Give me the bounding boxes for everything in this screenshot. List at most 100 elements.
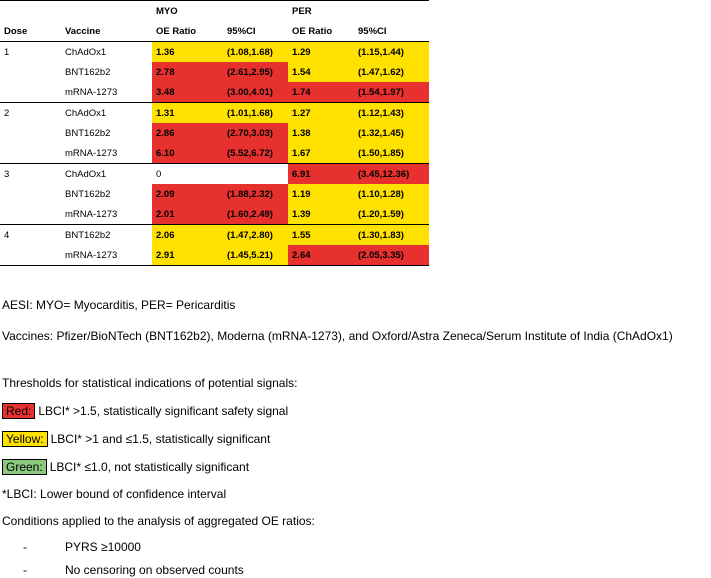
red-swatch: Red: <box>2 403 36 419</box>
table-row: 3 ChAdOx1 0 6.91 (3.45,12.36) <box>0 163 430 184</box>
table-row: BNT162b2 2.86 (2.70,3.03) 1.38 (1.32,1.45) <box>0 123 430 143</box>
dose-cell <box>0 82 61 103</box>
condition-text: PYRS ≥10000 <box>65 540 141 554</box>
table-row: mRNA-1273 3.48 (3.00,4.01) 1.74 (1.54,1.97) <box>0 82 430 103</box>
condition-text: No censoring on observed counts <box>65 563 244 577</box>
per-ci-cell: (1.12,1.43) <box>354 102 430 123</box>
table-row: BNT162b2 2.78 (2.61,2.95) 1.54 (1.47,1.62) <box>0 62 430 82</box>
column-header-row: Dose Vaccine OE Ratio 95%CI OE Ratio 95%… <box>0 21 430 42</box>
table-row: 2 ChAdOx1 1.31 (1.01,1.68) 1.27 (1.12,1.43) <box>0 102 430 123</box>
per-ci-cell: (1.50,1.85) <box>354 143 430 164</box>
table-row: mRNA-1273 2.91 (1.45,5.21) 2.64 (2.05,3.35) <box>0 245 430 266</box>
per-oe-cell: 1.19 <box>288 184 355 204</box>
myo-ci-cell: (2.61,2.95) <box>223 62 289 82</box>
per-ci-header: 95%CI <box>354 21 430 42</box>
per-oe-cell: 1.38 <box>288 123 355 143</box>
myo-oe-cell: 2.09 <box>152 184 223 204</box>
per-ci-cell: (1.20,1.59) <box>354 204 430 225</box>
dose-cell <box>0 123 61 143</box>
per-oe-cell: 2.64 <box>288 245 355 266</box>
myo-ci-cell: (1.08,1.68) <box>223 41 289 62</box>
dose-cell: 4 <box>0 224 61 245</box>
per-oe-cell: 1.74 <box>288 82 355 103</box>
per-oe-cell: 6.91 <box>288 163 355 184</box>
myo-oe-cell: 2.06 <box>152 224 223 245</box>
myo-oe-cell: 1.36 <box>152 41 223 62</box>
table-row: 1 ChAdOx1 1.36 (1.08,1.68) 1.29 (1.15,1.44) <box>0 41 430 62</box>
myo-oe-cell: 2.78 <box>152 62 223 82</box>
legend-red: Red: LBCI* >1.5, statistically significan… <box>2 403 288 419</box>
myo-oe-cell: 2.86 <box>152 123 223 143</box>
vaccines-note: Vaccines: Pfizer/BioNTech (BNT162b2), Mo… <box>2 329 673 343</box>
oe-ratio-table: MYO PER Dose Vaccine OE Ratio 95%CI OE R… <box>0 0 430 266</box>
legend-yellow: Yellow: LBCI* >1 and ≤1.5, statistically … <box>2 431 270 447</box>
per-ci-cell: (3.45,12.36) <box>354 163 430 184</box>
dose-cell: 2 <box>0 102 61 123</box>
vaccine-cell: ChAdOx1 <box>61 102 152 123</box>
aesi-note: AESI: MYO= Myocarditis, PER= Pericarditi… <box>2 298 236 312</box>
dose-cell <box>0 184 61 204</box>
per-ci-cell: (1.15,1.44) <box>354 41 430 62</box>
myo-oe-cell: 3.48 <box>152 82 223 103</box>
condition-item: - PYRS ≥10000 <box>2 540 141 555</box>
legend-green: Green: LBCI* ≤1.0, not statistically sign… <box>2 459 249 475</box>
per-ci-cell: (1.47,1.62) <box>354 62 430 82</box>
per-ci-cell: (1.30,1.83) <box>354 224 430 245</box>
myo-ci-cell: (1.88,2.32) <box>223 184 289 204</box>
myo-ci-cell: (1.01,1.68) <box>223 102 289 123</box>
per-oe-cell: 1.54 <box>288 62 355 82</box>
dose-cell <box>0 62 61 82</box>
dose-cell <box>0 143 61 164</box>
group-header-row: MYO PER <box>0 0 430 21</box>
lbci-definition: *LBCI: Lower bound of confidence interva… <box>2 487 227 501</box>
table-row: BNT162b2 2.09 (1.88,2.32) 1.19 (1.10,1.28) <box>0 184 430 204</box>
myo-ci-cell: (3.00,4.01) <box>223 82 289 103</box>
per-group-header: PER <box>288 0 430 21</box>
myo-ci-cell <box>223 163 289 184</box>
vaccine-cell: BNT162b2 <box>65 66 111 78</box>
per-ci-cell: (1.10,1.28) <box>354 184 430 204</box>
yellow-swatch: Yellow: <box>2 431 48 447</box>
myo-group-header: MYO <box>152 0 289 21</box>
vaccine-header: Vaccine <box>61 21 152 42</box>
red-legend-text: LBCI* >1.5, statistically significant sa… <box>38 404 289 418</box>
conditions-title: Conditions applied to the analysis of ag… <box>2 514 315 528</box>
vaccine-cell: mRNA-1273 <box>61 245 152 266</box>
vaccine-cell: BNT162b2 <box>61 224 152 245</box>
dose-cell <box>0 204 61 225</box>
vaccine-cell: ChAdOx1 <box>61 41 152 62</box>
myo-ci-cell: (2.70,3.03) <box>223 123 289 143</box>
condition-item: - No censoring on observed counts <box>2 563 244 578</box>
per-oe-cell: 1.67 <box>288 143 355 164</box>
vaccine-cell: mRNA-1273 <box>65 86 118 98</box>
table-row: mRNA-1273 6.10 (5.52,6.72) 1.67 (1.50,1.85) <box>0 143 430 164</box>
per-oe-cell: 1.27 <box>288 102 355 123</box>
dose-cell: 1 <box>0 41 61 62</box>
myo-oe-cell: 1.31 <box>152 102 223 123</box>
vaccine-cell: BNT162b2 <box>65 127 111 139</box>
vaccine-cell: mRNA-1273 <box>65 208 118 220</box>
table-row: mRNA-1273 2.01 (1.60,2.49) 1.39 (1.20,1.59) <box>0 204 430 225</box>
myo-oe-cell: 2.91 <box>152 245 223 266</box>
per-oe-cell: 1.29 <box>288 41 355 62</box>
table-row: 4 BNT162b2 2.06 (1.47,2.80) 1.55 (1.30,1.83) <box>0 224 430 245</box>
vaccine-cell: BNT162b2 <box>65 188 111 200</box>
per-oe-cell: 1.39 <box>288 204 355 225</box>
myo-oe-cell: 6.10 <box>152 143 223 164</box>
green-legend-text: LBCI* ≤1.0, not statistically significan… <box>49 460 250 474</box>
myo-ci-cell: (1.45,5.21) <box>223 245 289 266</box>
dose-cell: 3 <box>0 163 61 184</box>
myo-ci-cell: (1.60,2.49) <box>223 204 289 225</box>
bullet-dash: - <box>23 563 27 577</box>
dose-cell <box>0 245 61 266</box>
myo-oe-header: OE Ratio <box>152 21 223 42</box>
table-body: 1 ChAdOx1 1.36 (1.08,1.68) 1.29 (1.15,1.44) BN… <box>0 41 430 266</box>
myo-ci-cell: (5.52,6.72) <box>223 143 289 164</box>
thresholds-title: Thresholds for statistical indications o… <box>2 376 298 390</box>
vaccine-cell: ChAdOx1 <box>61 163 152 184</box>
dose-header: Dose <box>0 21 61 42</box>
myo-ci-cell: (1.47,2.80) <box>223 224 289 245</box>
yellow-legend-text: LBCI* >1 and ≤1.5, statistically signifi… <box>50 432 271 446</box>
per-ci-cell: (1.54,1.97) <box>354 82 430 103</box>
myo-oe-cell: 0 <box>152 163 223 184</box>
